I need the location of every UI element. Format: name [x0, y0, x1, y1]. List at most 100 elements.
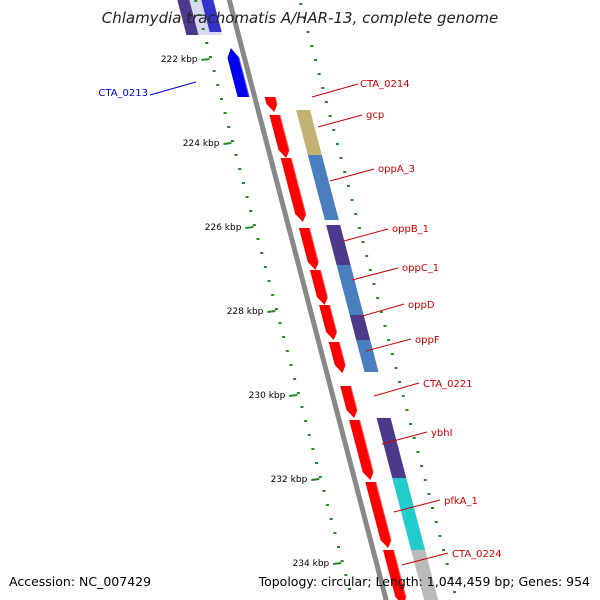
major-tick	[223, 142, 232, 145]
gene-highlight	[338, 341, 349, 374]
tick-dot	[335, 143, 339, 145]
tick-dot	[326, 504, 330, 506]
gene-highlight	[393, 549, 409, 600]
tick-dot	[328, 115, 332, 117]
tick-dot	[299, 3, 303, 5]
cog-block	[356, 340, 379, 372]
gene-arrow-oppB_1	[298, 228, 319, 270]
tick-dot	[344, 574, 348, 576]
gene-highlight	[329, 304, 341, 341]
tick-dot	[423, 479, 427, 481]
cog-block	[307, 155, 339, 220]
tick-dot	[365, 255, 369, 257]
cog-block	[177, 0, 199, 35]
gene-arrow-oppC_1	[309, 270, 328, 305]
gene-highlight	[319, 269, 332, 306]
gene-label: oppC_1	[402, 263, 439, 274]
gene-highlight	[350, 385, 361, 419]
tick-dot	[260, 252, 264, 254]
tick-dot	[201, 28, 205, 30]
tick-dot	[350, 199, 354, 201]
cog-block	[349, 315, 371, 340]
tick-dot	[394, 367, 398, 369]
label-leader	[317, 114, 363, 128]
tick-dot	[208, 56, 212, 58]
tick-dot	[390, 353, 394, 355]
gene-label: CTA_0213	[98, 88, 148, 99]
gene-highlight	[279, 114, 293, 159]
gene-label: CTA_0214	[360, 79, 410, 90]
gene-highlight	[235, 47, 251, 98]
gene-label: CTA_0224	[452, 549, 502, 560]
gene-label: oppB_1	[392, 224, 429, 235]
label-leader	[393, 499, 441, 513]
tick-label: 232 kbp	[271, 475, 308, 485]
label-leader	[358, 303, 405, 318]
label-leader	[401, 552, 449, 566]
gene-highlight	[308, 227, 322, 271]
tick-dot	[216, 84, 220, 86]
tick-dot	[372, 283, 376, 285]
gene-arrow-gcp	[269, 115, 290, 158]
tick-dot	[194, 0, 198, 2]
tick-dot	[376, 297, 380, 299]
major-tick	[201, 58, 210, 61]
tick-dot	[324, 101, 328, 103]
tick-dot	[285, 350, 289, 352]
tick-dot	[346, 185, 350, 187]
tick-dot	[241, 182, 245, 184]
tick-dot	[442, 549, 446, 551]
gene-label: oppD	[408, 300, 435, 311]
tick-dot	[348, 588, 352, 590]
gene-arrow-CTA_0213	[227, 48, 250, 97]
gene-arrow-pfkA_1	[365, 482, 392, 548]
gene-arrow	[201, 0, 222, 32]
tick-label: 230 kbp	[249, 391, 286, 401]
tick-dot	[311, 448, 315, 450]
tick-dot	[333, 532, 337, 534]
tick-dot	[302, 17, 306, 19]
tick-dot	[321, 87, 325, 89]
gene-label: pfkA_1	[444, 496, 478, 507]
tick-dot	[274, 308, 278, 310]
major-tick	[289, 394, 298, 397]
gene-highlight	[359, 419, 377, 481]
tick-label: 234 kbp	[293, 559, 330, 569]
tick-dot	[306, 31, 310, 33]
tick-dot	[427, 493, 431, 495]
tick-dot	[434, 521, 438, 523]
tick-dot	[438, 535, 442, 537]
tick-dot	[227, 126, 231, 128]
cog-block	[326, 225, 351, 265]
tick-dot	[256, 238, 260, 240]
tick-dot	[296, 392, 300, 394]
tick-dot	[332, 129, 336, 131]
tick-dot	[398, 381, 402, 383]
label-leader	[343, 228, 389, 242]
label-leader	[351, 267, 399, 281]
tick-dot	[379, 311, 383, 313]
tick-dot	[357, 227, 361, 229]
label-leader	[329, 168, 375, 182]
gene-arrow-ybhI	[349, 420, 374, 480]
tick-dot	[263, 266, 267, 268]
accession-text: Accession: NC_007429	[9, 574, 151, 589]
gene-label: gcp	[366, 110, 384, 121]
tick-dot	[340, 560, 344, 562]
tick-dot	[267, 280, 271, 282]
tick-dot	[317, 73, 321, 75]
gene-highlight	[290, 157, 310, 223]
major-tick	[245, 226, 254, 229]
gene-arrow-oppF	[328, 342, 346, 373]
tick-dot	[307, 434, 311, 436]
cog-block	[296, 110, 322, 155]
tick-dot	[416, 451, 420, 453]
summary-text: Topology: circular; Length: 1,044,459 bp…	[258, 574, 590, 589]
tick-dot	[329, 518, 333, 520]
tick-dot	[300, 406, 304, 408]
tick-dot	[339, 157, 343, 159]
tick-dot	[219, 98, 223, 100]
label-leader	[373, 382, 420, 397]
